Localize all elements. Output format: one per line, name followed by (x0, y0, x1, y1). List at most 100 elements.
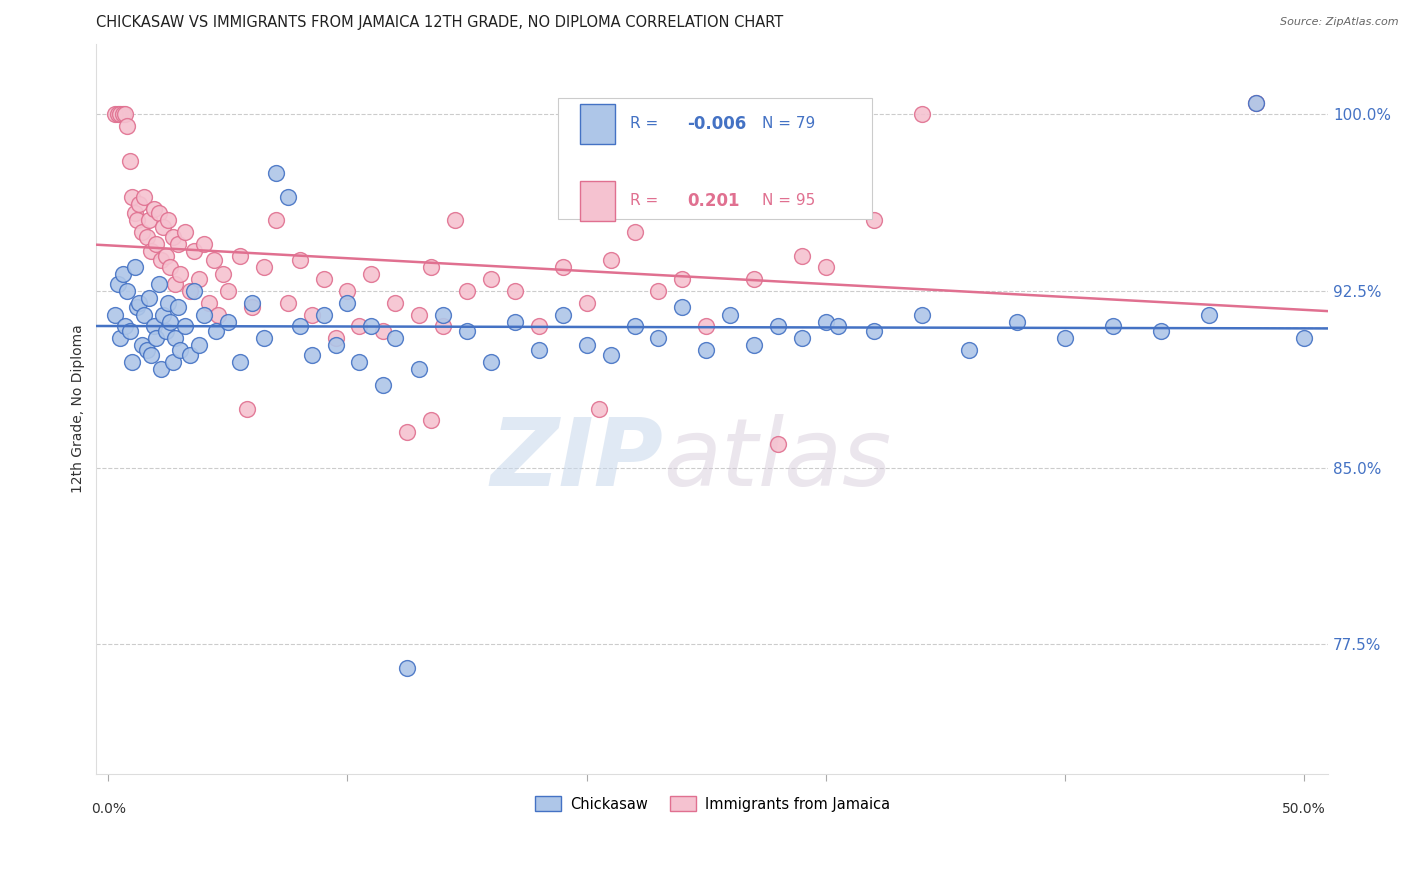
Point (277, 295, 299, 310)
Point (527, 343, 550, 357)
Point (790, 331, 813, 345)
Point (814, 315, 837, 329)
FancyBboxPatch shape (558, 98, 872, 219)
Point (742, 338, 765, 352)
Point (148, 206, 170, 220)
Point (202, 253, 225, 268)
Point (104, 107, 127, 121)
Point (145, 331, 167, 345)
Bar (581, 103, 614, 144)
Point (1053, 331, 1076, 345)
Point (432, 319, 454, 334)
Point (827, 319, 849, 334)
Point (1150, 324, 1173, 338)
Point (479, 354, 502, 368)
Point (125, 213, 148, 227)
Point (155, 249, 177, 263)
Point (111, 268, 134, 282)
Point (152, 220, 174, 235)
Point (173, 319, 195, 334)
Point (551, 308, 574, 322)
Point (135, 229, 157, 244)
Text: 0.201: 0.201 (688, 192, 740, 210)
Point (118, 154, 141, 169)
Point (575, 295, 598, 310)
Point (349, 354, 371, 368)
Point (1005, 315, 1028, 329)
Point (1102, 319, 1125, 334)
Legend: Chickasaw, Immigrants from Jamaica: Chickasaw, Immigrants from Jamaica (529, 790, 896, 818)
Point (742, 272, 765, 286)
Text: 50.0%: 50.0% (1282, 802, 1326, 816)
Point (155, 324, 177, 338)
Point (695, 319, 717, 334)
Point (141, 347, 163, 361)
Point (599, 253, 621, 268)
Point (179, 347, 201, 361)
Point (456, 284, 478, 298)
Point (131, 225, 153, 239)
Point (193, 236, 215, 251)
Point (253, 260, 276, 275)
Point (138, 213, 160, 227)
Point (408, 361, 430, 376)
Point (149, 253, 172, 268)
Point (647, 284, 669, 298)
Text: R =: R = (630, 117, 662, 131)
Text: R =: R = (630, 194, 668, 208)
Point (240, 295, 263, 310)
Point (179, 284, 201, 298)
Point (217, 315, 239, 329)
Point (264, 166, 287, 180)
Point (373, 324, 395, 338)
Point (134, 308, 156, 322)
Point (647, 331, 669, 345)
Point (503, 315, 526, 329)
Point (121, 354, 143, 368)
Point (336, 295, 359, 310)
Point (253, 331, 276, 345)
Point (114, 319, 136, 334)
Point (312, 308, 335, 322)
Point (131, 338, 153, 352)
Point (910, 308, 932, 322)
Point (444, 213, 467, 227)
Point (360, 268, 382, 282)
Point (599, 347, 621, 361)
Point (312, 272, 335, 286)
Point (162, 354, 184, 368)
Point (128, 295, 150, 310)
Point (301, 347, 323, 361)
Point (124, 206, 146, 220)
Point (125, 301, 148, 315)
Point (166, 301, 188, 315)
Point (349, 319, 371, 334)
Point (325, 338, 347, 352)
Point (910, 107, 932, 121)
Point (104, 308, 127, 322)
Point (384, 295, 406, 310)
Point (110, 107, 132, 121)
Point (135, 343, 157, 357)
Point (551, 260, 574, 275)
Point (718, 308, 741, 322)
Point (142, 319, 165, 334)
Point (527, 319, 550, 334)
Point (671, 272, 693, 286)
Point (408, 308, 430, 322)
Point (121, 190, 143, 204)
Point (229, 249, 252, 263)
Point (695, 343, 717, 357)
Point (814, 260, 837, 275)
Point (301, 308, 323, 322)
Point (420, 413, 443, 427)
Point (766, 319, 789, 334)
Point (766, 437, 789, 451)
Point (1246, 95, 1268, 110)
Point (336, 284, 359, 298)
Point (193, 308, 215, 322)
Point (142, 202, 165, 216)
Point (217, 284, 239, 298)
Point (110, 331, 132, 345)
Point (145, 236, 167, 251)
